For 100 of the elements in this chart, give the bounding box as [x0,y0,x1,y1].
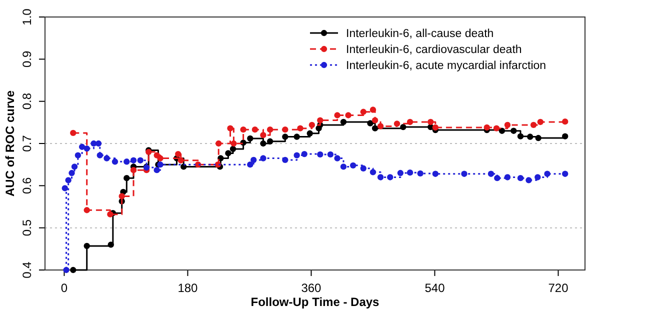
x-tick-label: 180 [178,281,198,296]
point [345,112,352,118]
point [350,162,356,169]
point [225,150,232,156]
point [534,174,541,180]
y-tick-label: 0.4 [20,261,34,278]
point [488,170,494,177]
point [493,125,500,132]
y-tick-label: 1.0 [20,8,34,26]
point [562,118,568,125]
point [504,174,511,180]
point [461,170,468,177]
point [535,134,542,142]
point [294,134,300,140]
legend-label: Interleukin-6, cardiovascular death [346,44,522,56]
point [484,124,490,131]
point [266,126,274,133]
point [62,185,68,192]
point [417,170,424,177]
point [63,266,70,274]
point [387,174,394,180]
point [526,177,532,184]
point [294,152,300,158]
point [247,162,254,168]
point [527,134,534,140]
x-tick-label: 0 [60,281,68,296]
x-tick-label: 360 [301,281,322,296]
point [104,155,110,162]
point [562,133,568,140]
point [394,120,400,127]
point [71,164,78,170]
point [260,132,266,138]
point [301,150,308,158]
point [175,150,182,158]
point [95,140,102,147]
point [74,152,82,158]
point [78,144,86,150]
point [282,126,288,133]
point [260,140,266,147]
y-tick-label: 0.8 [20,92,34,110]
point [282,134,288,140]
y-tick-label: 0.6 [20,177,34,194]
point [84,207,90,214]
point [327,151,334,158]
x-tick-label: 540 [424,281,446,296]
point [266,138,274,144]
point [370,106,376,113]
point [154,166,160,174]
point [334,155,340,162]
y-tick-label: 0.7 [20,134,34,152]
point [65,177,72,184]
point [360,108,366,115]
point [432,170,439,177]
point [252,126,258,133]
legend-label: Interleukin-6, acute mycardial infarction [346,60,546,72]
point [68,170,75,176]
point [240,126,246,133]
point [517,174,524,182]
point [247,135,254,142]
point [494,174,500,182]
legend-label: Interleukin-6, all-cause death [346,28,494,40]
point [157,155,164,162]
point [530,122,537,128]
point [406,170,414,176]
point [108,242,114,248]
point [372,117,378,124]
point [360,165,366,172]
point [216,140,222,147]
point [544,170,550,177]
point [124,174,130,182]
point [317,117,324,124]
y-axis-title: AUC of ROC curve [3,90,17,197]
point [250,156,257,164]
point [372,125,378,132]
point [70,266,76,274]
point [537,118,544,126]
point [377,174,384,180]
point [432,124,439,131]
point [308,122,315,128]
point [84,145,90,152]
point [334,112,340,118]
point [498,128,506,134]
point [517,133,524,140]
point [70,130,76,136]
point [510,128,517,134]
y-tick-label: 0.9 [20,50,34,68]
point [397,170,404,176]
point [230,140,237,147]
y-tick-label: 0.5 [20,219,34,236]
point [112,158,118,165]
point [130,166,137,174]
point [406,118,414,126]
point [178,157,184,164]
point [130,157,137,164]
point [227,125,234,132]
point [124,158,130,165]
point [306,130,313,136]
point [428,118,434,126]
point [96,152,103,158]
point [370,169,376,176]
